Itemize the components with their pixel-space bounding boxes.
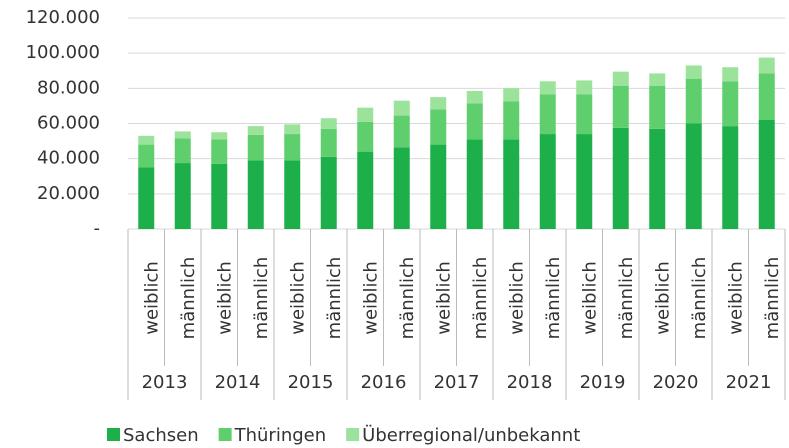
x-tick-label: weiblich bbox=[652, 261, 673, 335]
legend-label: Überregional/unbekannt bbox=[362, 424, 580, 446]
bar-segment bbox=[685, 65, 702, 79]
bar-segment bbox=[430, 144, 447, 229]
group-label: 2018 bbox=[507, 372, 553, 393]
x-tick-label: männlich bbox=[251, 257, 272, 340]
bar-segment bbox=[211, 139, 228, 164]
y-tick-label: 120.000 bbox=[26, 7, 100, 28]
bar-segment bbox=[393, 147, 410, 229]
bar-segment bbox=[174, 163, 191, 229]
x-tick-label: weiblich bbox=[141, 261, 162, 335]
bar-segment bbox=[466, 139, 483, 229]
bar-segment bbox=[649, 85, 666, 129]
group-label: 2020 bbox=[653, 372, 699, 393]
bar-segment bbox=[576, 94, 593, 135]
bar-segment bbox=[174, 131, 191, 139]
group-label: 2017 bbox=[434, 372, 480, 393]
x-tick-label: männlich bbox=[762, 257, 783, 340]
bar-segment bbox=[393, 115, 410, 148]
bar-segment bbox=[576, 80, 593, 95]
group-label: 2014 bbox=[215, 372, 261, 393]
legend-swatch bbox=[107, 428, 120, 441]
legend-label: Thüringen bbox=[234, 425, 327, 446]
x-tick-label: weiblich bbox=[214, 261, 235, 335]
x-tick-label: männlich bbox=[178, 257, 199, 340]
bar-segment bbox=[247, 160, 264, 229]
bar-segment bbox=[357, 151, 374, 229]
bar-segment bbox=[320, 156, 337, 229]
bar-segment bbox=[247, 134, 264, 161]
group-label: 2015 bbox=[288, 372, 334, 393]
bar-segment bbox=[320, 118, 337, 129]
bar-segment bbox=[503, 101, 520, 140]
bar-segment bbox=[138, 167, 155, 229]
bar-segment bbox=[685, 123, 702, 229]
bar-segment bbox=[430, 97, 447, 110]
bar-segment bbox=[758, 73, 775, 120]
x-tick-label: männlich bbox=[689, 257, 710, 340]
bar-segment bbox=[284, 134, 301, 161]
x-tick-label: männlich bbox=[397, 257, 418, 340]
bar-segment bbox=[685, 78, 702, 124]
bar-segment bbox=[758, 119, 775, 229]
y-tick-label: 80.000 bbox=[37, 77, 100, 98]
group-label: 2016 bbox=[361, 372, 407, 393]
bar-segment bbox=[357, 107, 374, 122]
bar-segment bbox=[722, 67, 739, 82]
bar-segment bbox=[576, 134, 593, 229]
bar-segment bbox=[539, 81, 556, 95]
bar-segment bbox=[466, 103, 483, 140]
x-tick-label: männlich bbox=[543, 257, 564, 340]
group-label: 2021 bbox=[726, 372, 772, 393]
bar-segment bbox=[357, 121, 374, 152]
y-tick-label: 100.000 bbox=[26, 42, 100, 63]
bar-segment bbox=[539, 94, 556, 135]
group-label: 2019 bbox=[580, 372, 626, 393]
bar-segment bbox=[612, 85, 629, 128]
y-tick-label: - bbox=[94, 218, 101, 239]
x-tick-label: weiblich bbox=[433, 261, 454, 335]
bar-segment bbox=[138, 135, 155, 145]
legend-swatch bbox=[218, 428, 232, 441]
bar-segment bbox=[722, 81, 739, 127]
y-tick-label: 40.000 bbox=[37, 148, 100, 169]
y-tick-label: 60.000 bbox=[37, 113, 100, 134]
x-tick-label: männlich bbox=[470, 257, 491, 340]
bar-segment bbox=[393, 100, 410, 116]
x-tick-label: weiblich bbox=[287, 261, 308, 335]
bar-segment bbox=[722, 126, 739, 229]
bar-segment bbox=[649, 73, 666, 86]
bar-segment bbox=[320, 128, 337, 157]
x-tick-label: weiblich bbox=[579, 261, 600, 335]
x-tick-label: männlich bbox=[324, 257, 345, 340]
bar-segment bbox=[138, 144, 155, 168]
bar-segment bbox=[247, 126, 264, 135]
bar-segment bbox=[211, 132, 228, 140]
legend-swatch bbox=[346, 428, 360, 441]
y-tick-label: 20.000 bbox=[37, 183, 100, 204]
bar-segment bbox=[649, 128, 666, 229]
bar-segment bbox=[174, 138, 191, 164]
x-tick-label: weiblich bbox=[725, 261, 746, 335]
bar-segment bbox=[466, 90, 483, 104]
bar-segment bbox=[503, 88, 520, 102]
bar-segment bbox=[430, 109, 447, 145]
bar-segment bbox=[758, 57, 775, 74]
x-tick-label: weiblich bbox=[360, 261, 381, 335]
group-label: 2013 bbox=[142, 372, 188, 393]
x-tick-label: männlich bbox=[616, 257, 637, 340]
x-tick-label: weiblich bbox=[506, 261, 527, 335]
bar-segment bbox=[211, 163, 228, 229]
bar-segment bbox=[284, 160, 301, 229]
bar-segment bbox=[612, 71, 629, 86]
bar-segment bbox=[539, 134, 556, 229]
bar-segment bbox=[503, 139, 520, 229]
legend-label: Sachsen bbox=[123, 425, 199, 446]
bar-segment bbox=[612, 127, 629, 229]
bar-segment bbox=[284, 124, 301, 135]
